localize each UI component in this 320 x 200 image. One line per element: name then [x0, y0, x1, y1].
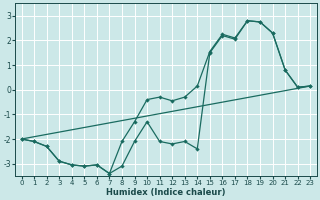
X-axis label: Humidex (Indice chaleur): Humidex (Indice chaleur)	[106, 188, 226, 197]
